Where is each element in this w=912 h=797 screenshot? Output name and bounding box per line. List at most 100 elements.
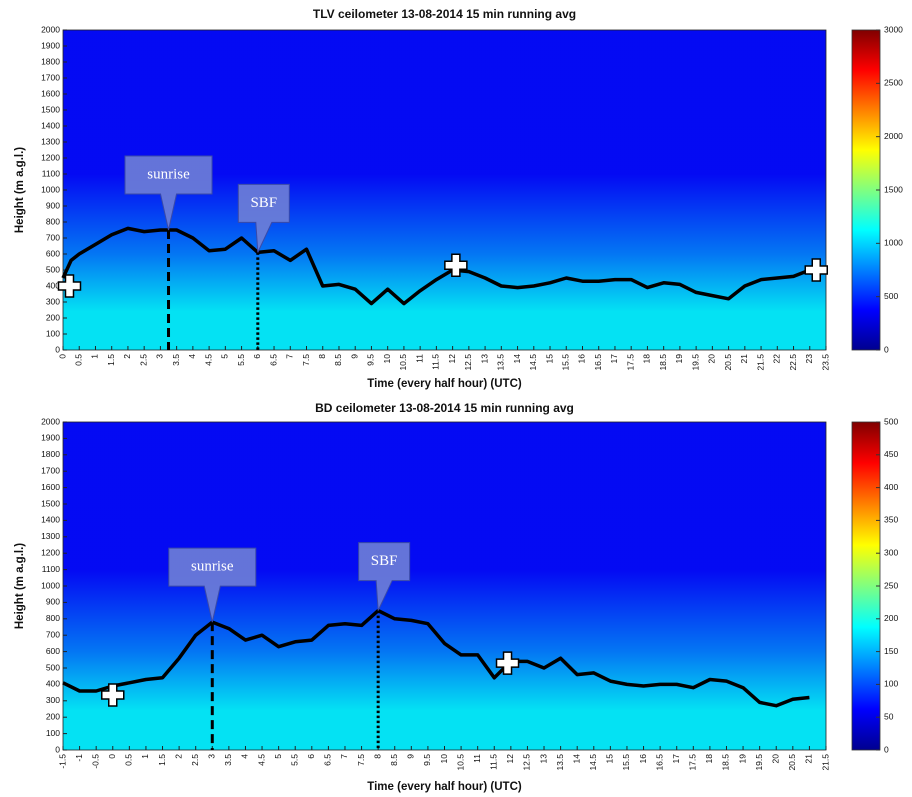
y-tick-label: 900 [46, 597, 60, 607]
boundary-layer-line [62, 608, 810, 708]
x-tick-label: 9 [406, 754, 416, 759]
x-tick-label: 4.5 [256, 754, 266, 766]
x-tick-label: 20 [707, 354, 717, 364]
x-tick-label: 13 [538, 754, 548, 764]
colorbar [851, 421, 881, 751]
y-tick-label: 1900 [41, 40, 60, 50]
x-tick-label: 6 [306, 754, 316, 759]
colorbar-tick-label: 3000 [884, 24, 903, 34]
y-tick-label: 1500 [41, 498, 60, 508]
x-tick-label: 13.5 [555, 754, 565, 771]
x-tick-label: 7.5 [301, 354, 311, 366]
x-tick-label: 11.5 [431, 354, 441, 370]
x-tick-label: 7 [339, 754, 349, 759]
x-tick-label: 4 [187, 354, 197, 359]
x-tick-label: 2.5 [138, 354, 148, 366]
x-tick-label: 17 [671, 754, 681, 764]
x-tick-label: 3.5 [171, 354, 181, 366]
x-tick-label: 20 [770, 754, 780, 764]
x-tick-label: 8.5 [333, 354, 343, 366]
y-tick-label: 500 [46, 662, 60, 672]
y-tick-label: 1200 [41, 547, 60, 557]
y-tick-label: 1700 [41, 72, 60, 82]
y-tick-label: 1700 [41, 465, 60, 475]
y-tick-label: 200 [46, 312, 60, 322]
x-tick-label: 10.5 [455, 754, 465, 771]
x-tick-label: 20.5 [787, 754, 797, 771]
x-tick-label: 11 [414, 354, 424, 363]
x-tick-label: 21.5 [820, 754, 830, 771]
x-tick-label: 9 [349, 354, 359, 359]
colorbar-tick-label: 0 [884, 344, 889, 354]
x-axis-label: Time (every half hour) (UTC) [367, 378, 522, 390]
x-tick-label: 19 [674, 354, 684, 364]
x-tick-label: 7.5 [356, 754, 366, 766]
cross-marker [804, 258, 829, 282]
colorbar-tick-label: 250 [884, 580, 898, 590]
plot-frame [62, 421, 827, 751]
x-tick-label: 4 [240, 754, 250, 759]
x-tick-label: 16 [577, 354, 587, 364]
x-tick-label: 16 [638, 754, 648, 764]
x-tick-label: 8 [372, 754, 382, 759]
x-tick-label: 11.5 [489, 754, 499, 770]
x-tick-label: -1.5 [57, 754, 67, 769]
x-tick-label: 2.5 [190, 754, 200, 766]
x-tick-label: 2 [122, 354, 132, 359]
y-tick-label: 1400 [41, 120, 60, 130]
x-tick-label: 0 [57, 354, 67, 359]
x-tick-label: 5.5 [289, 754, 299, 766]
y-tick-label: 1000 [41, 184, 60, 194]
x-tick-label: -1 [74, 754, 84, 762]
x-tick-label: 7 [285, 354, 295, 359]
x-tick-label: 1 [140, 754, 150, 759]
callout-text: SBF [250, 195, 277, 211]
x-tick-label: 12.5 [522, 754, 532, 771]
x-tick-label: 21 [739, 354, 749, 364]
colorbar-tick-label: 300 [884, 547, 898, 557]
callout [124, 155, 213, 231]
x-tick-label: 18.5 [721, 754, 731, 771]
cross-marker [57, 274, 82, 298]
y-tick-label: 400 [46, 679, 60, 689]
y-tick-label: 1300 [41, 136, 60, 146]
colorbar-tick-label: 450 [884, 449, 898, 459]
colorbar-tick-label: 150 [884, 646, 898, 656]
colorbar-tick-label: 500 [884, 291, 898, 301]
x-tick-label: 0.5 [73, 354, 83, 366]
callout [358, 542, 411, 611]
x-tick-label: 17 [609, 354, 619, 364]
colorbar-tick-label: 50 [884, 711, 894, 721]
y-tick-label: 500 [46, 264, 60, 274]
x-tick-label: 8 [317, 354, 327, 359]
x-tick-label: 19 [737, 754, 747, 764]
y-axis-label: Height (m a.g.l.) [14, 147, 26, 233]
x-tick-label: 20.5 [723, 354, 733, 371]
x-tick-label: 21 [804, 754, 814, 764]
colorbar-tick-label: 350 [884, 515, 898, 525]
x-tick-label: 17.5 [688, 754, 698, 771]
x-tick-label: 14.5 [588, 754, 598, 771]
colorbar-tick-label: 100 [884, 679, 898, 689]
x-tick-label: 19.5 [754, 754, 764, 771]
y-tick-label: 400 [46, 280, 60, 290]
x-tick-label: 12 [447, 354, 457, 364]
x-tick-label: 0.5 [124, 754, 134, 766]
y-tick-label: 900 [46, 200, 60, 210]
y-tick-label: 800 [46, 216, 60, 226]
y-tick-label: 1600 [41, 482, 60, 492]
y-tick-label: 700 [46, 232, 60, 242]
y-tick-label: 1800 [41, 56, 60, 66]
y-tick-label: 2000 [41, 416, 60, 426]
y-tick-label: 700 [46, 629, 60, 639]
x-tick-label: 18 [704, 754, 714, 764]
colorbar [851, 29, 881, 351]
x-tick-label: 15 [605, 754, 615, 764]
x-tick-label: 5 [220, 354, 230, 359]
x-tick-label: 6.5 [268, 354, 278, 366]
x-tick-label: 0 [107, 754, 117, 759]
x-tick-label: 15.5 [621, 754, 631, 771]
x-tick-label: 11 [472, 754, 482, 763]
colorbar-tick-label: 1000 [884, 238, 903, 248]
y-tick-label: 1800 [41, 449, 60, 459]
